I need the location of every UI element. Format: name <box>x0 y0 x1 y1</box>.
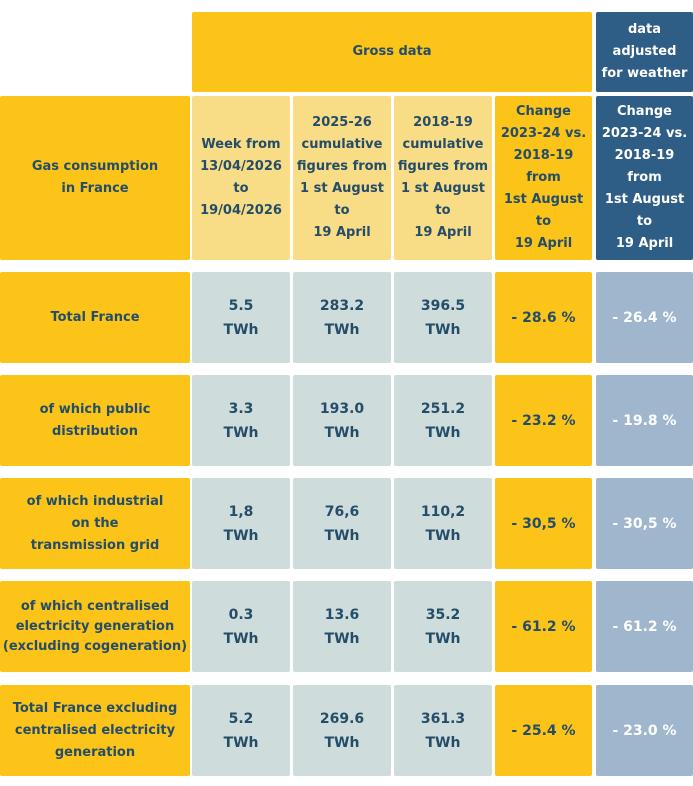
weather-adjusted-header: data adjusted for weather <box>596 12 693 92</box>
change-adjusted-value: - 26.4 % <box>596 272 693 363</box>
change-adjusted-value: - 30,5 % <box>596 478 693 569</box>
row-label: of which centralised electricity generat… <box>0 581 190 672</box>
row-label: of which public distribution <box>0 375 190 466</box>
week-value: 5.2 TWh <box>192 685 290 776</box>
cumulative-2018-value: 35.2 TWh <box>394 581 492 672</box>
change-adjusted-header: Change 2023-24 vs. 2018-19 from 1st Augu… <box>596 96 693 260</box>
gross-data-header: Gross data <box>192 12 592 92</box>
change-value: - 61.2 % <box>495 581 592 672</box>
week-column-header: Week from 13/04/2026 to 19/04/2026 <box>192 96 290 260</box>
cumulative-2018-value: 251.2 TWh <box>394 375 492 466</box>
change-value: - 28.6 % <box>495 272 592 363</box>
cumulative-2018-value: 396.5 TWh <box>394 272 492 363</box>
cumulative-2025-value: 76,6 TWh <box>293 478 391 569</box>
change-adjusted-value: - 23.0 % <box>596 685 693 776</box>
cumulative-2018-header: 2018-19 cumulative figures from 1 st Aug… <box>394 96 492 260</box>
change-adjusted-value: - 61.2 % <box>596 581 693 672</box>
cumulative-2025-value: 269.6 TWh <box>293 685 391 776</box>
change-value: - 25.4 % <box>495 685 592 776</box>
week-value: 3.3 TWh <box>192 375 290 466</box>
row-label-header: Gas consumption in France <box>0 96 190 260</box>
row-label: Total France excluding centralised elect… <box>0 685 190 776</box>
change-value: - 30,5 % <box>495 478 592 569</box>
cumulative-2025-header: 2025-26 cumulative figures from 1 st Aug… <box>293 96 391 260</box>
change-value: - 23.2 % <box>495 375 592 466</box>
week-value: 0.3 TWh <box>192 581 290 672</box>
cumulative-2025-value: 13.6 TWh <box>293 581 391 672</box>
cumulative-2018-value: 361.3 TWh <box>394 685 492 776</box>
change-header: Change 2023-24 vs. 2018-19 from 1st Augu… <box>495 96 592 260</box>
cumulative-2025-value: 193.0 TWh <box>293 375 391 466</box>
week-value: 1,8 TWh <box>192 478 290 569</box>
week-value: 5.5 TWh <box>192 272 290 363</box>
row-label: of which industrial on the transmission … <box>0 478 190 569</box>
cumulative-2018-value: 110,2 TWh <box>394 478 492 569</box>
cumulative-2025-value: 283.2 TWh <box>293 272 391 363</box>
row-label: Total France <box>0 272 190 363</box>
change-adjusted-value: - 19.8 % <box>596 375 693 466</box>
